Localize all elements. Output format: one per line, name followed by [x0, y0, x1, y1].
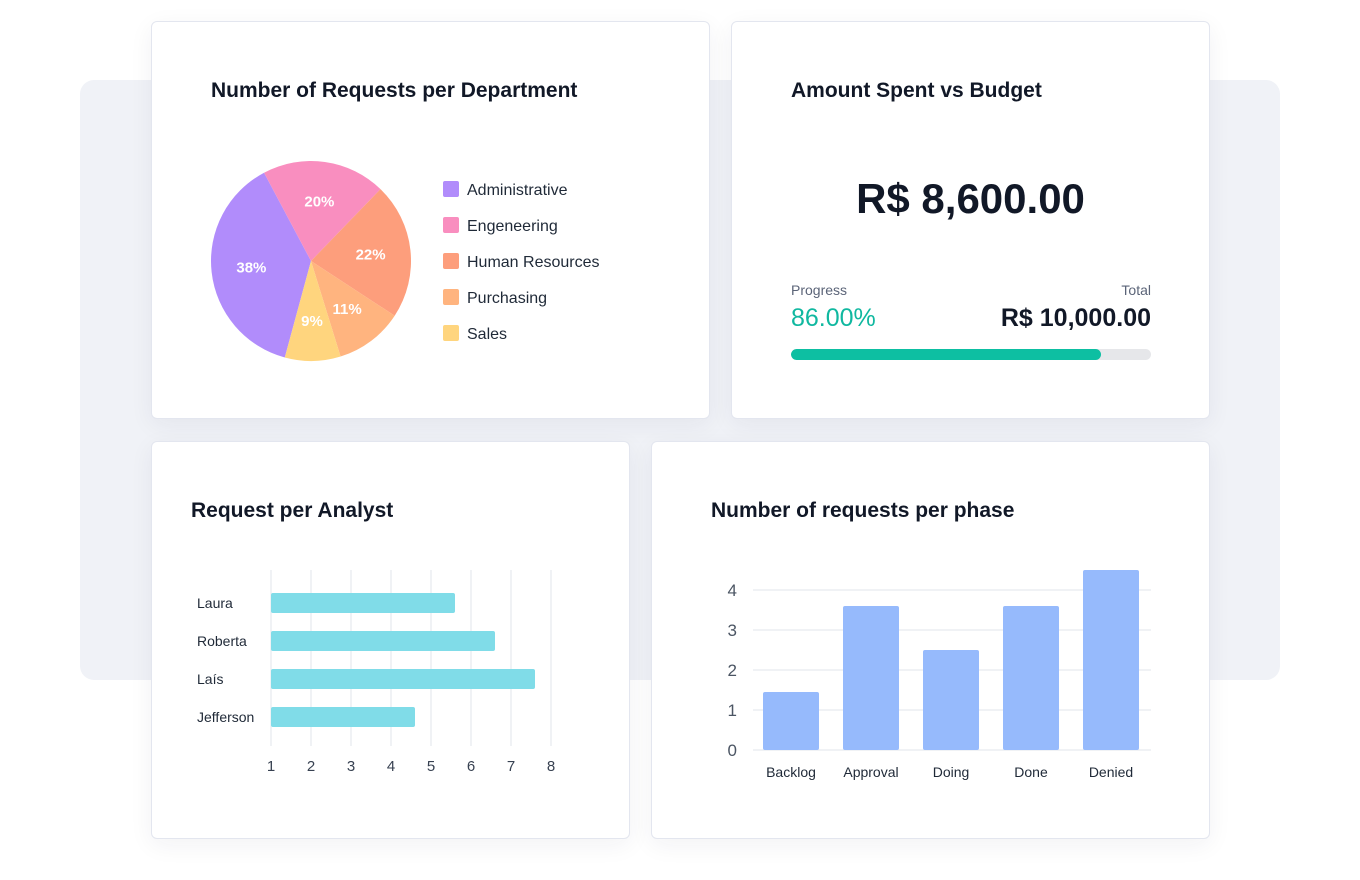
- legend-label-engeneering: Engeneering: [467, 218, 558, 235]
- progress-bar-track: [791, 349, 1151, 360]
- pie-slice-label-human-resources: 22%: [356, 246, 386, 263]
- legend-swatch-sales: [443, 325, 459, 341]
- phase-label-doing: Doing: [933, 764, 970, 780]
- amount-spent-value: R$ 8,600.00: [856, 175, 1085, 222]
- analyst-x-tick-2: 2: [307, 758, 315, 775]
- legend-swatch-purchasing: [443, 289, 459, 305]
- progress-value: 86.00%: [791, 304, 876, 332]
- analyst-x-tick-7: 7: [507, 758, 515, 775]
- total-value: R$ 10,000.00: [1000, 304, 1151, 332]
- progress-bar-fill: [791, 349, 1101, 360]
- analyst-x-tick-5: 5: [427, 758, 435, 775]
- phase-y-tick-1: 1: [728, 701, 737, 720]
- pie-slice-administrative: [211, 172, 311, 358]
- phase-bar-chart: 0 1 2 3 4 Backlog Approval Doing Done Denied: [728, 570, 1151, 780]
- pie-chart-title: Number of Requests per Department: [211, 79, 578, 102]
- phase-bar-approval: [843, 606, 899, 750]
- analyst-bar-chart: 1 2 3 4 5 6 7 8 Laura Roberta Laís Jefferson: [197, 570, 555, 775]
- phase-y-tick-0: 0: [728, 741, 737, 760]
- analyst-x-tick-4: 4: [387, 758, 395, 775]
- legend-label-sales: Sales: [467, 326, 507, 343]
- analyst-bar-laura: [271, 593, 455, 613]
- phase-bar-denied: [1083, 570, 1139, 750]
- total-label: Total: [1121, 282, 1151, 298]
- analyst-chart-title: Request per Analyst: [191, 499, 394, 522]
- analyst-label-jefferson: Jefferson: [197, 709, 254, 725]
- analyst-label-laura: Laura: [197, 595, 233, 611]
- budget-title: Amount Spent vs Budget: [791, 79, 1042, 102]
- legend-swatch-human-resources: [443, 253, 459, 269]
- legend-swatch-engeneering: [443, 217, 459, 233]
- analyst-x-tick-1: 1: [267, 758, 275, 775]
- pie-slice-label-purchasing: 11%: [332, 301, 361, 318]
- pie-slice-label-administrative: 38%: [236, 260, 266, 277]
- pie-slice-label-engeneering: 20%: [304, 194, 334, 211]
- legend-swatch-administrative: [443, 181, 459, 197]
- phase-label-done: Done: [1014, 764, 1048, 780]
- analyst-x-tick-6: 6: [467, 758, 475, 775]
- phase-y-tick-3: 3: [728, 621, 737, 640]
- amount-spent-card: Amount Spent vs Budget R$ 8,600.00 Progr…: [731, 21, 1210, 419]
- phase-label-denied: Denied: [1089, 764, 1133, 780]
- phase-label-backlog: Backlog: [766, 764, 816, 780]
- analyst-x-tick-3: 3: [347, 758, 355, 775]
- legend-label-purchasing: Purchasing: [467, 290, 547, 307]
- phase-label-approval: Approval: [843, 764, 898, 780]
- phase-bar-done: [1003, 606, 1059, 750]
- analyst-label-lais: Laís: [197, 671, 223, 687]
- progress-label: Progress: [791, 282, 848, 298]
- pie-slice-sales: [284, 261, 341, 362]
- legend-label-human-resources: Human Resources: [467, 254, 600, 271]
- analyst-label-roberta: Roberta: [197, 633, 247, 649]
- analyst-bar-lais: [271, 669, 535, 689]
- pie-chart: 38% 20% 22% 11% 9% Administrative Engeneering H…: [211, 161, 600, 362]
- phase-y-tick-2: 2: [728, 661, 737, 680]
- requests-per-department-card: Number of Requests per Department 38% 20%…: [151, 21, 710, 419]
- analyst-bar-roberta: [271, 631, 495, 651]
- phase-y-tick-4: 4: [728, 581, 737, 600]
- pie-slice-label-sales: 9%: [301, 313, 323, 330]
- phase-bar-backlog: [763, 692, 819, 750]
- requests-per-phase-card: Number of requests per phase 0 1 2 3 4 Backlo…: [651, 441, 1210, 839]
- analyst-x-tick-8: 8: [547, 758, 555, 775]
- phase-chart-title: Number of requests per phase: [711, 499, 1015, 522]
- phase-bar-doing: [923, 650, 979, 750]
- pie-slice-human-resources: [311, 189, 412, 316]
- legend-label-administrative: Administrative: [467, 182, 568, 199]
- pie-slice-engeneering: [264, 161, 381, 261]
- request-per-analyst-card: Request per Analyst 1 2 3 4 5 6 7 8 Laura Roberta…: [151, 441, 630, 839]
- analyst-bar-jefferson: [271, 707, 415, 727]
- pie-slice-purchasing: [311, 261, 395, 357]
